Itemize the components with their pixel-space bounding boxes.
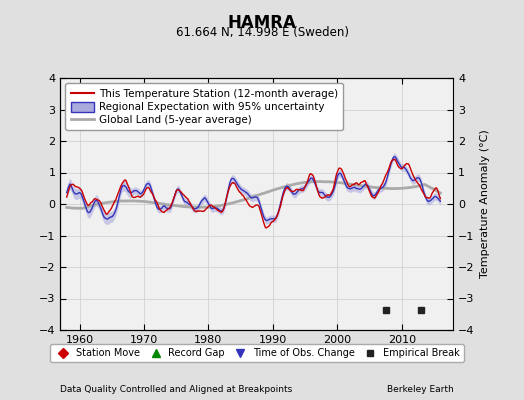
Text: HAMRA: HAMRA	[227, 14, 297, 32]
Legend: This Temperature Station (12-month average), Regional Expectation with 95% uncer: This Temperature Station (12-month avera…	[66, 83, 343, 130]
Text: Berkeley Earth: Berkeley Earth	[387, 385, 453, 394]
Text: 61.664 N, 14.998 E (Sweden): 61.664 N, 14.998 E (Sweden)	[176, 26, 348, 39]
Y-axis label: Temperature Anomaly (°C): Temperature Anomaly (°C)	[480, 130, 490, 278]
Text: Data Quality Controlled and Aligned at Breakpoints: Data Quality Controlled and Aligned at B…	[60, 385, 292, 394]
Legend: Station Move, Record Gap, Time of Obs. Change, Empirical Break: Station Move, Record Gap, Time of Obs. C…	[50, 344, 464, 362]
